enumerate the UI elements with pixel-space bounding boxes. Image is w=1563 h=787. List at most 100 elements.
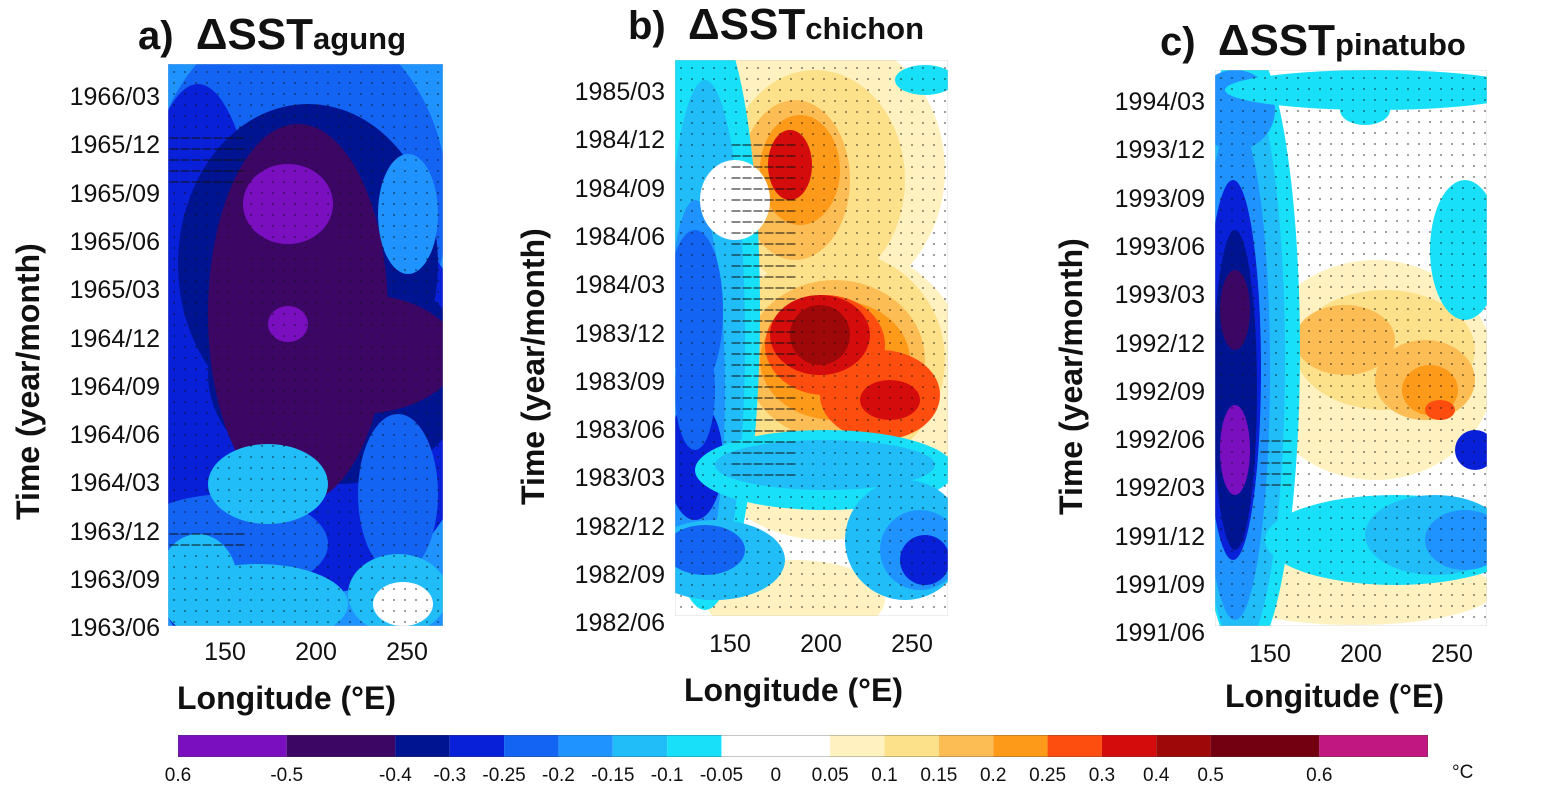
title-main: ΔSST	[1217, 16, 1336, 65]
colorbar-swatch	[830, 735, 885, 757]
title-sub: agung	[313, 21, 407, 56]
panel-letter: b)	[628, 4, 666, 48]
y-tick-label: 1993/09	[1114, 184, 1205, 213]
contour-region	[1425, 400, 1455, 420]
y-tick-label: 1963/06	[69, 614, 160, 643]
contour-region	[675, 330, 715, 450]
colorbar-tick-label: -0.2	[542, 765, 575, 786]
contour-region	[1225, 70, 1487, 110]
y-tick-label: 1965/06	[69, 227, 160, 256]
contour-region	[208, 444, 328, 524]
heatmap-a	[168, 64, 443, 626]
y-tick-label: 1966/03	[69, 83, 160, 111]
colorbar-tick-label: -0.5	[270, 765, 304, 786]
colorbar	[178, 735, 1428, 757]
colorbar-swatch	[993, 735, 1048, 757]
y-axis-label: Time (year/month)	[1053, 238, 1089, 515]
contour-region	[768, 130, 812, 200]
y-tick-label: 1964/09	[69, 372, 160, 401]
panel-a: a) ΔSSTagung 1966/03 1965/12 1965/09 1965/0…	[10, 10, 443, 716]
contour-region	[895, 65, 948, 95]
y-tick-label: 1992/03	[1114, 474, 1205, 503]
contour-region	[1340, 95, 1390, 125]
y-tick-label: 1985/03	[574, 78, 665, 106]
y-tick-label: 1963/09	[69, 566, 160, 594]
y-tick-label: 1965/03	[69, 276, 160, 305]
y-tick-label: 1983/12	[574, 319, 665, 348]
contour-region	[1220, 270, 1250, 350]
x-axis-label: Longitude (°E)	[1225, 678, 1444, 714]
colorbar-tick-label: -0.05	[699, 765, 744, 786]
y-tick-label: 1964/12	[69, 324, 160, 353]
y-tick-label: 1984/09	[574, 174, 665, 203]
x-tick-label: 150	[204, 638, 246, 666]
colorbar-swatch	[667, 735, 722, 757]
y-tick-label: 1991/09	[1114, 571, 1205, 599]
colorbar-swatch	[395, 735, 450, 757]
contour-region	[373, 582, 433, 626]
colorbar-tick-label: -0.25	[482, 765, 526, 786]
panel-letter: c)	[1160, 20, 1196, 64]
y-tick-label: 1984/06	[574, 222, 665, 251]
contour-region	[268, 306, 308, 342]
panel-title: b) ΔSSTchichon	[628, 0, 924, 50]
colorbar-tick-label: 0.4	[1143, 765, 1170, 786]
x-tick-label: 200	[800, 630, 842, 658]
contour-region	[168, 534, 238, 626]
colorbar-unit: °C	[1452, 762, 1474, 783]
y-tick-label: 1983/03	[574, 464, 665, 493]
contour-region	[900, 535, 948, 585]
colorbar-swatch	[612, 735, 668, 757]
colorbar-tick-label: 0.15	[920, 765, 958, 786]
colorbar-tick-label: -0.4	[379, 765, 412, 786]
colorbar-tick-label: 0.1	[871, 765, 898, 786]
y-tick-label: 1983/06	[574, 416, 665, 445]
colorbar-swatch	[938, 735, 994, 757]
colorbar-swatch	[1319, 735, 1428, 757]
colorbar-swatch	[1156, 735, 1211, 757]
contour-region	[790, 305, 850, 365]
y-tick-label: 1984/03	[574, 271, 665, 300]
colorbar-swatch	[178, 735, 287, 757]
colorbar-tick-label: 0.2	[979, 765, 1007, 786]
colorbar-swatch	[1210, 735, 1320, 757]
contour-region	[860, 380, 920, 420]
heatmap-b	[675, 60, 948, 616]
colorbar-swatch	[1101, 735, 1157, 757]
title-sub: pinatubo	[1335, 27, 1466, 62]
colorbar-tick-label: 0.6	[164, 765, 192, 786]
y-tick-label: 1982/09	[574, 561, 665, 589]
panel-title: a) ΔSSTagung	[138, 10, 406, 60]
y-tick-label: 1982/06	[574, 609, 665, 638]
colorbar-swatch	[1047, 735, 1102, 757]
x-tick-label: 250	[1431, 640, 1473, 668]
panel-title: c) ΔSSTpinatubo	[1160, 16, 1466, 66]
colorbar-tick-label: 0.25	[1029, 765, 1067, 786]
colorbar-swatch	[504, 735, 559, 757]
y-tick-label: 1964/03	[69, 469, 160, 498]
colorbar-tick-label: 0.5	[1197, 765, 1224, 786]
y-tick-label: 1992/06	[1114, 426, 1205, 455]
panel-letter: a)	[138, 14, 174, 58]
y-tick-label: 1994/03	[1114, 88, 1205, 116]
y-tick-label: 1983/09	[574, 367, 665, 396]
contour-region	[1455, 430, 1487, 470]
colorbar-tick-label: 0	[770, 765, 782, 786]
y-tick-label: 1965/09	[69, 179, 160, 208]
contour-region	[358, 414, 438, 574]
x-axis-label: Longitude (°E)	[684, 672, 903, 708]
contour-region	[1425, 510, 1487, 570]
contour-region	[1430, 180, 1487, 320]
x-tick-label: 150	[709, 630, 751, 658]
colorbar-tick-label: -0.1	[650, 765, 684, 786]
panel-c: c) ΔSSTpinatubo 1994/03 1993/12 1993/09 199…	[1053, 16, 1487, 714]
colorbar-tick-label: 0.6	[1306, 765, 1333, 786]
y-tick-label: 1964/06	[69, 421, 160, 450]
y-tick-label: 1991/12	[1114, 522, 1205, 551]
x-tick-label: 150	[1249, 640, 1291, 668]
y-tick-label: 1992/12	[1114, 329, 1205, 358]
x-axis-label: Longitude (°E)	[177, 680, 396, 716]
colorbar-swatch	[558, 735, 613, 757]
contour-region	[675, 525, 745, 575]
y-tick-label: 1993/12	[1114, 136, 1205, 165]
